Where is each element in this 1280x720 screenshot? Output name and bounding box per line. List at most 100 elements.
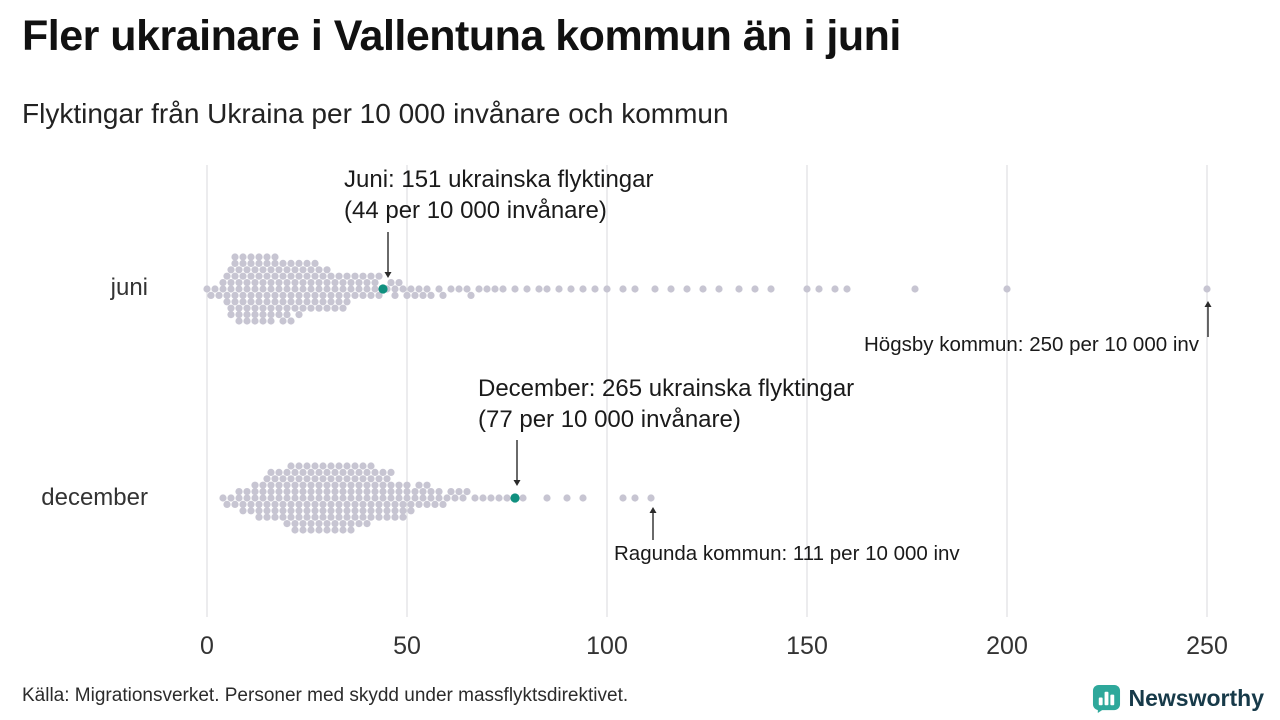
data-dot <box>303 475 311 483</box>
data-dot <box>255 253 263 261</box>
data-dot <box>331 488 339 496</box>
data-dot <box>243 304 251 312</box>
data-dot <box>219 279 227 287</box>
data-dot <box>579 494 587 502</box>
data-dot <box>227 494 235 502</box>
data-dot <box>295 298 303 306</box>
data-dot <box>327 272 335 280</box>
data-dot <box>375 291 383 299</box>
data-dot <box>319 475 327 483</box>
data-dot <box>247 500 255 508</box>
data-dot <box>423 500 431 508</box>
data-dot <box>263 259 271 267</box>
data-dot <box>375 513 383 521</box>
brand-logo: Newsworthy <box>1092 684 1264 713</box>
data-dot <box>287 272 295 280</box>
annotation-arrowhead <box>384 272 392 278</box>
data-dot <box>379 481 387 489</box>
data-dot <box>323 520 331 528</box>
data-dot <box>351 291 359 299</box>
data-dot <box>271 507 279 515</box>
data-dot <box>247 507 255 515</box>
data-dot <box>699 285 707 293</box>
data-dot <box>503 494 511 502</box>
data-dot <box>399 507 407 515</box>
data-dot <box>495 494 503 502</box>
data-dot <box>247 291 255 299</box>
data-dot <box>311 298 319 306</box>
data-dot <box>231 500 239 508</box>
data-dot <box>363 468 371 476</box>
data-dot <box>399 285 407 293</box>
data-dot <box>431 500 439 508</box>
data-dot <box>299 285 307 293</box>
data-dot <box>351 272 359 280</box>
data-dot <box>371 468 379 476</box>
data-dot <box>1003 285 1011 293</box>
data-dot <box>387 488 395 496</box>
data-dot <box>419 291 427 299</box>
data-dot <box>335 500 343 508</box>
data-dot <box>287 259 295 267</box>
data-dot <box>511 285 519 293</box>
data-dot <box>295 291 303 299</box>
data-dot <box>291 526 299 534</box>
data-dot <box>339 526 347 534</box>
data-dot <box>311 475 319 483</box>
data-dot <box>327 500 335 508</box>
data-dot <box>231 291 239 299</box>
data-dot <box>295 507 303 515</box>
data-dot <box>271 298 279 306</box>
data-dot <box>255 259 263 267</box>
x-tick-label: 150 <box>786 632 828 660</box>
data-dot <box>359 500 367 508</box>
data-dot <box>315 494 323 502</box>
data-dot <box>443 494 451 502</box>
data-dot <box>251 488 259 496</box>
data-dot <box>291 285 299 293</box>
data-dot <box>1203 285 1211 293</box>
data-dot <box>415 481 423 489</box>
page-subtitle: Flyktingar från Ukraina per 10 000 invån… <box>22 98 729 129</box>
data-dot <box>283 304 291 312</box>
data-dot <box>375 500 383 508</box>
data-dot <box>439 500 447 508</box>
data-dot <box>355 279 363 287</box>
data-dot <box>715 285 723 293</box>
data-dot <box>335 298 343 306</box>
data-dot <box>367 291 375 299</box>
data-dot <box>279 507 287 515</box>
data-dot <box>267 494 275 502</box>
data-dot <box>223 272 231 280</box>
data-dot <box>479 494 487 502</box>
data-dot <box>311 259 319 267</box>
data-dot <box>307 526 315 534</box>
data-dot <box>407 507 415 515</box>
data-dot <box>371 488 379 496</box>
data-dot <box>327 475 335 483</box>
data-dot <box>275 494 283 502</box>
data-dot <box>255 272 263 280</box>
data-dot <box>263 291 271 299</box>
data-dot <box>563 494 571 502</box>
data-dot <box>403 488 411 496</box>
data-dot <box>291 279 299 287</box>
data-dot <box>327 513 335 521</box>
data-dot <box>323 494 331 502</box>
data-dot <box>543 494 551 502</box>
data-dot <box>299 266 307 274</box>
data-dot <box>231 259 239 267</box>
data-dot <box>335 462 343 470</box>
data-dot <box>295 259 303 267</box>
row-label-juni: juni <box>110 274 148 301</box>
data-dot <box>311 507 319 515</box>
data-dot <box>403 481 411 489</box>
data-dot <box>331 279 339 287</box>
data-dot <box>435 488 443 496</box>
x-tick-label: 50 <box>393 632 421 660</box>
data-dot <box>263 507 271 515</box>
data-dot <box>383 513 391 521</box>
